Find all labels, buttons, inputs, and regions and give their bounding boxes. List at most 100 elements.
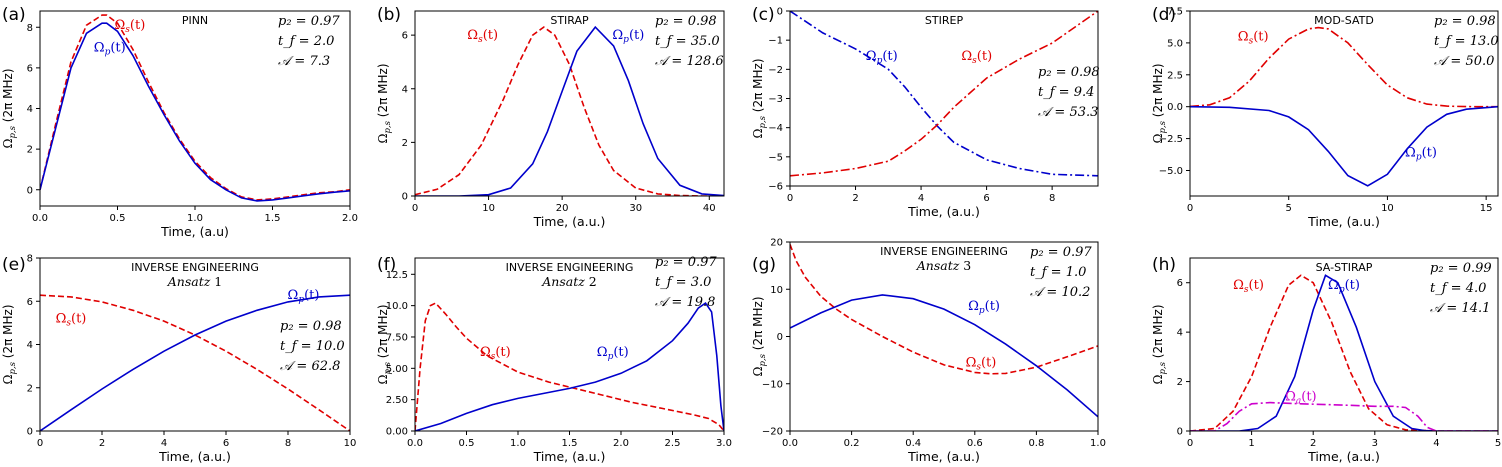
y-tick-label-e-2: 4	[27, 340, 33, 351]
x-tick-label-b-3: 30	[629, 203, 642, 214]
axes-frame-d	[1189, 10, 1499, 197]
param-text-h-2: 𝒜 = 14.1	[1430, 301, 1490, 316]
panel-f: 0.0 0.5 1.0 1.5 2.0 2.5 3.0 0.00 2.50 5.00 7.50 10.…	[376, 255, 732, 464]
panel-h: 0 1 2 3 4 5 0 2 4 6 Time, (a.u.) Ωp,s (2π MHz) (h) SA…	[1151, 255, 1501, 464]
x-axis-label-f: Time, (a.u.)	[533, 449, 606, 464]
y-tick-label-b-0: 0	[402, 192, 408, 203]
y-tick-label-g-2: 0	[777, 332, 783, 343]
panel-label-d: (d)	[1152, 5, 1176, 25]
panel-g: 0.0 0.2 0.4 0.6 0.8 1.0 20 10 0 −10 −20 Time, (a.u.…	[751, 238, 1106, 465]
x-tick-label-h-0: 0	[1187, 438, 1193, 449]
param-text-e-0: p₂ = 0.98	[280, 319, 342, 334]
curve-label-g-1: Ωs(t)	[966, 355, 997, 372]
y-tick-label-g-3: −10	[762, 379, 783, 390]
x-tick-label-a-3: 1.5	[265, 213, 281, 224]
axes-frame-b	[414, 10, 725, 197]
y-tick-label-f-4: 10.0	[386, 301, 408, 312]
x-tick-label-a-4: 2.0	[342, 213, 358, 224]
y-tick-label-a-3: 6	[27, 63, 33, 74]
y-axis-label-a: Ωp,s (2π MHz)	[1, 69, 18, 149]
y-tick-label-b-3: 6	[402, 31, 408, 42]
series-line-d-1	[1190, 105, 1498, 187]
param-text-f-1: t_f = 3.0	[655, 275, 711, 290]
x-tick-label-h-1: 1	[1248, 438, 1254, 449]
x-tick-label-c-1: 2	[852, 193, 858, 204]
curve-label-h-1: Ωp(t)	[1328, 278, 1360, 295]
param-text-e-2: 𝒜 = 62.8	[280, 359, 340, 374]
curve-label-a-0: Ωs(t)	[115, 18, 146, 35]
curve-label-a-1: Ωp(t)	[94, 41, 126, 58]
x-tick-label-f-4: 2.0	[613, 438, 629, 449]
param-text-h-0: p₂ = 0.99	[1430, 261, 1492, 276]
panel-d: 0 5 10 15 7.5 5.0 2.5 0.0 −2.5 −5.0 Time, (a.u.) Ωp…	[1151, 5, 1499, 229]
series-line-c-0	[790, 11, 1098, 177]
x-tick-label-f-2: 1.0	[510, 438, 526, 449]
y-tick-label-a-2: 4	[27, 104, 33, 115]
x-tick-label-d-3: 15	[1480, 203, 1493, 214]
panel-title-c: STIREP	[925, 14, 964, 27]
x-tick-label-c-4: 8	[1049, 193, 1055, 204]
x-tick-label-g-4: 0.8	[1028, 438, 1044, 449]
curve-label-h-2: Ωa(t)	[1285, 389, 1317, 406]
y-tick-label-c-6: −6	[768, 182, 783, 193]
y-tick-label-d-3: 0.0	[1167, 102, 1183, 113]
y-tick-label-h-0: 0	[1177, 427, 1183, 438]
x-tick-label-b-2: 20	[556, 203, 569, 214]
series-line-c-1	[790, 11, 1098, 177]
param-text-h-1: t_f = 4.0	[1430, 281, 1486, 296]
x-axis-label-h: Time, (a.u.)	[1307, 449, 1380, 464]
panel-title-g: INVERSE ENGINEERING	[880, 245, 1008, 258]
series-line-a-1	[40, 22, 350, 202]
curve-label-h-0: Ωs(t)	[1233, 278, 1264, 295]
x-tick-label-a-0: 0.0	[32, 213, 48, 224]
curve-label-g-0: Ωp(t)	[968, 299, 1000, 316]
series-line-e-0	[40, 294, 350, 431]
panel-title-h: SA-STIRAP	[1316, 261, 1373, 274]
x-axis-label-e: Time, (a.u.)	[158, 449, 231, 464]
y-axis-label-d: Ωp,s (2π MHz)	[1151, 64, 1168, 144]
y-tick-label-g-4: −20	[762, 427, 783, 438]
panel-label-a: (a)	[2, 5, 26, 25]
y-tick-label-d-5: −5.0	[1159, 166, 1183, 177]
x-tick-label-h-4: 4	[1433, 438, 1439, 449]
y-tick-label-e-3: 6	[27, 297, 33, 308]
series-line-f-1	[415, 301, 724, 431]
y-tick-label-c-1: −1	[768, 36, 783, 47]
x-tick-label-e-4: 8	[285, 438, 291, 449]
panel-title-e: INVERSE ENGINEERING	[131, 261, 259, 274]
x-tick-label-c-2: 4	[918, 193, 924, 204]
series-line-h-0	[1190, 274, 1498, 431]
x-tick-label-g-3: 0.6	[967, 438, 983, 449]
panel-label-f: (f)	[377, 255, 396, 275]
y-tick-label-f-2: 5.00	[386, 364, 408, 375]
y-tick-label-e-4: 8	[27, 254, 33, 265]
x-tick-label-e-0: 0	[37, 438, 43, 449]
x-tick-label-f-0: 0.0	[407, 438, 423, 449]
series-line-f-0	[415, 302, 724, 431]
x-axis-label-b: Time, (a.u.)	[533, 214, 606, 229]
param-text-f-0: p₂ = 0.97	[655, 255, 717, 270]
param-text-a-2: 𝒜 = 7.3	[278, 54, 330, 69]
panel-b: 0 10 20 30 40 0 2 4 6 Time, (a.u.) Ωp,s (2π MHz) (b…	[376, 5, 725, 229]
y-tick-label-d-2: 2.5	[1167, 70, 1183, 81]
curve-label-c-1: Ωs(t)	[961, 49, 992, 66]
param-text-a-0: p₂ = 0.97	[278, 14, 340, 29]
series-line-b-1	[415, 25, 724, 196]
param-text-e-1: t_f = 10.0	[280, 339, 345, 354]
y-tick-label-f-0: 0.00	[386, 427, 408, 438]
param-text-b-1: t_f = 35.0	[655, 34, 720, 49]
curve-label-f-0: Ωs(t)	[480, 345, 511, 362]
curve-label-d-0: Ωs(t)	[1238, 30, 1269, 47]
x-tick-label-h-2: 2	[1310, 438, 1316, 449]
x-tick-label-g-2: 0.4	[905, 438, 921, 449]
panel-label-c: (c)	[752, 5, 775, 25]
y-tick-label-c-3: −3	[768, 94, 783, 105]
series-line-d-0	[1190, 26, 1498, 108]
panel-label-h: (h)	[1152, 255, 1176, 275]
y-axis-label-b: Ωp,s (2π MHz)	[376, 64, 393, 144]
y-tick-label-c-4: −4	[768, 123, 783, 134]
x-tick-label-d-1: 5	[1286, 203, 1292, 214]
param-text-d-0: p₂ = 0.98	[1434, 14, 1496, 29]
param-text-b-2: 𝒜 = 128.6	[655, 54, 724, 69]
